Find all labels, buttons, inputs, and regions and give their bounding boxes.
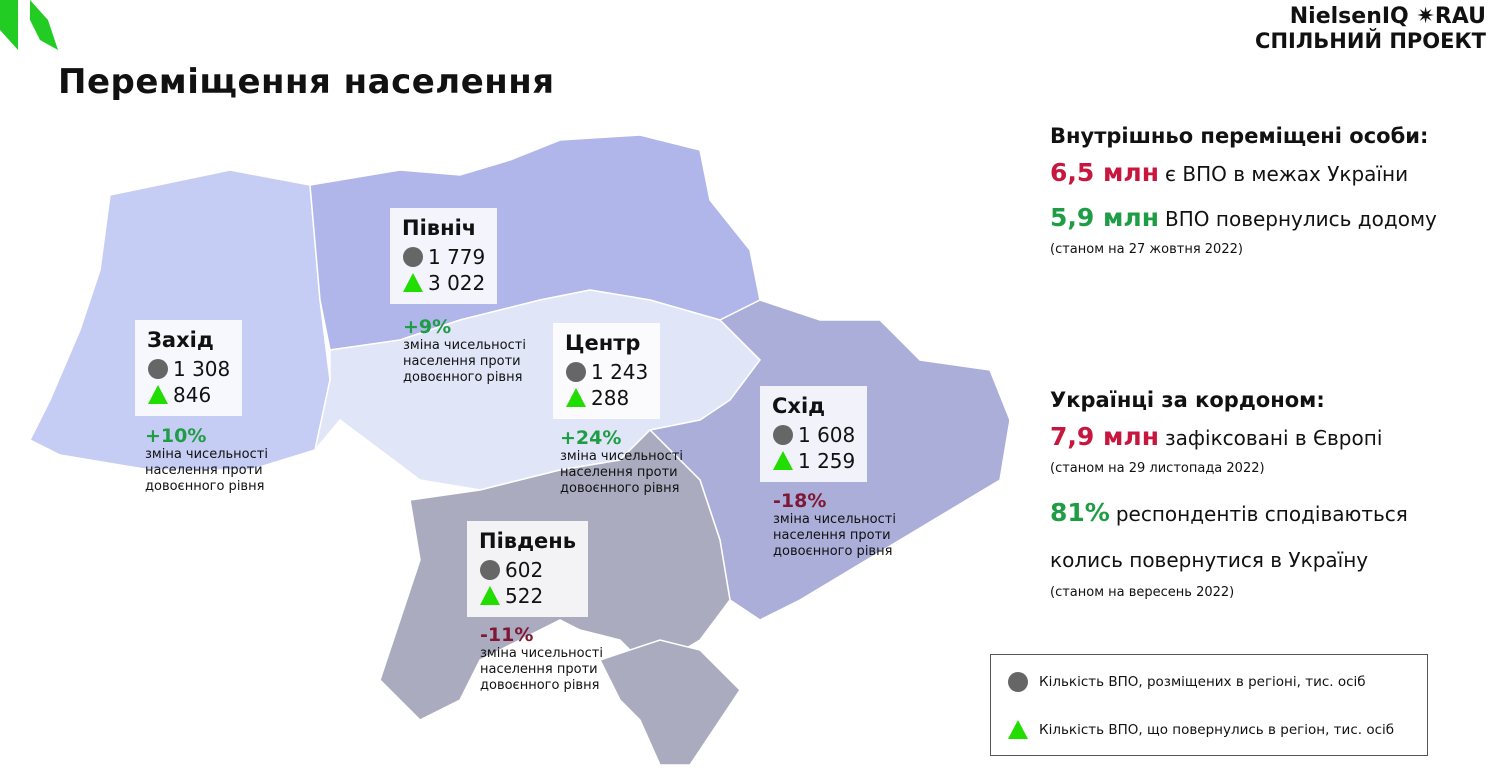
region-placed-value: 1 308 bbox=[173, 357, 231, 381]
legend-item: Кількість ВПО, що повернулись в регіон, … bbox=[1007, 719, 1394, 741]
change-value: +24% bbox=[560, 427, 622, 449]
region-returned: 522 bbox=[479, 583, 576, 609]
region-returned: 1 259 bbox=[772, 448, 855, 474]
stat: 7,9 млн зафіксовані в Європі bbox=[1050, 422, 1470, 451]
region-returned-value: 288 bbox=[591, 386, 630, 410]
logo-partner: RAU bbox=[1434, 4, 1486, 29]
region-name: Захід bbox=[147, 328, 214, 352]
note: (станом на 29 листопада 2022) bbox=[1050, 461, 1265, 476]
stat-value: 5,9 млн bbox=[1050, 203, 1160, 232]
stat-text: зафіксовані в Європі bbox=[1165, 426, 1383, 450]
logo: NielsenIQ ✷RAU СПІЛЬНИЙ ПРОЕКТ bbox=[1255, 4, 1486, 53]
change-note: зміна чисельності населення проти довоєн… bbox=[480, 646, 603, 693]
change-value: -18% bbox=[773, 490, 827, 512]
region-box: Захід 1 308 846 bbox=[135, 320, 243, 416]
legend-item: Кількість ВПО, розміщених в регіоні, тис… bbox=[1007, 671, 1366, 693]
region-change: +9% зміна чисельності населення проти дов… bbox=[403, 316, 543, 386]
stat-text: є ВПО в межах України bbox=[1165, 162, 1409, 186]
change-value: +9% bbox=[403, 316, 452, 338]
region-name: Південь bbox=[479, 529, 577, 553]
region-change: +24% зміна чисельності населення проти до… bbox=[560, 427, 700, 497]
region-change: +10% зміна чисельності населення проти до… bbox=[145, 425, 285, 495]
region-returned: 3 022 bbox=[402, 270, 485, 296]
abroad-panel: Українці за кордоном: 7,9 млн зафіксовані… bbox=[1050, 388, 1470, 600]
change-value: +10% bbox=[145, 425, 207, 447]
change-note: зміна чисельності населення проти довоєн… bbox=[145, 447, 268, 494]
change-note: зміна чисельності населення проти довоєн… bbox=[773, 512, 896, 559]
region-placed: 1 243 bbox=[565, 359, 648, 385]
region-placed: 1 308 bbox=[147, 356, 230, 382]
idp-panel: Внутрішньо переміщені особи: 6,5 млн є ВП… bbox=[1050, 124, 1437, 257]
heading: Українці за кордоном: bbox=[1050, 388, 1325, 412]
region-name: Північ bbox=[402, 216, 477, 240]
heading: Внутрішньо переміщені особи: bbox=[1050, 124, 1429, 148]
region-box: Центр 1 243 288 bbox=[553, 323, 661, 419]
region-change: -11% зміна чисельності населення проти до… bbox=[480, 624, 620, 694]
change-note: зміна чисельності населення проти довоєн… bbox=[403, 338, 526, 385]
region-placed-value: 1 243 bbox=[591, 360, 649, 384]
stat-value: 81% bbox=[1050, 498, 1110, 527]
note: (станом на вересень 2022) bbox=[1050, 585, 1235, 600]
legend-label: Кількість ВПО, розміщених в регіоні, тис… bbox=[1039, 674, 1366, 690]
region-placed: 1 608 bbox=[772, 422, 855, 448]
stat-value: 6,5 млн bbox=[1050, 158, 1160, 187]
logo-mark bbox=[0, 0, 18, 50]
legend: Кількість ВПО, розміщених в регіоні, тис… bbox=[990, 654, 1428, 756]
stat: 81% респондентів сподіваються колись пове… bbox=[1050, 490, 1470, 583]
change-note: зміна чисельності населення проти довоєн… bbox=[560, 449, 683, 496]
region-returned: 288 bbox=[565, 385, 648, 411]
stat-text: респондентів сподіваються колись поверну… bbox=[1050, 502, 1408, 572]
region-name: Схід bbox=[772, 394, 826, 418]
logo-mark bbox=[30, 0, 58, 50]
region-placed-value: 1 779 bbox=[428, 245, 486, 269]
stat-value: 7,9 млн bbox=[1050, 422, 1160, 451]
region-change: -18% зміна чисельності населення проти до… bbox=[773, 490, 913, 560]
legend-label: Кількість ВПО, що повернулись в регіон, … bbox=[1039, 722, 1395, 738]
region-returned: 846 bbox=[147, 382, 230, 408]
region-placed-value: 1 608 bbox=[798, 423, 856, 447]
stat: 5,9 млн ВПО повернулись додому bbox=[1050, 203, 1437, 232]
logo-subtitle: СПІЛЬНИЙ ПРОЕКТ bbox=[1255, 29, 1486, 53]
region-returned-value: 846 bbox=[173, 383, 212, 407]
region-crimea bbox=[598, 639, 741, 766]
region-box: Схід 1 608 1 259 bbox=[760, 386, 868, 482]
change-value: -11% bbox=[480, 624, 534, 646]
stat-text: ВПО повернулись додому bbox=[1165, 207, 1437, 231]
region-placed: 602 bbox=[479, 557, 576, 583]
region-returned-value: 522 bbox=[505, 584, 544, 608]
region-placed-value: 602 bbox=[505, 558, 544, 582]
region-returned-value: 1 259 bbox=[798, 449, 856, 473]
logo-brand: NielsenIQ bbox=[1289, 4, 1409, 29]
stat: 6,5 млн є ВПО в межах України bbox=[1050, 158, 1437, 187]
region-name: Центр bbox=[565, 331, 641, 355]
region-placed: 1 779 bbox=[402, 244, 485, 270]
region-box: Північ 1 779 3 022 bbox=[390, 208, 498, 304]
note: (станом на 27 жовтня 2022) bbox=[1050, 242, 1243, 257]
region-box: Південь 602 522 bbox=[467, 521, 589, 617]
title: Переміщення населення bbox=[58, 62, 555, 102]
region-returned-value: 3 022 bbox=[428, 271, 486, 295]
